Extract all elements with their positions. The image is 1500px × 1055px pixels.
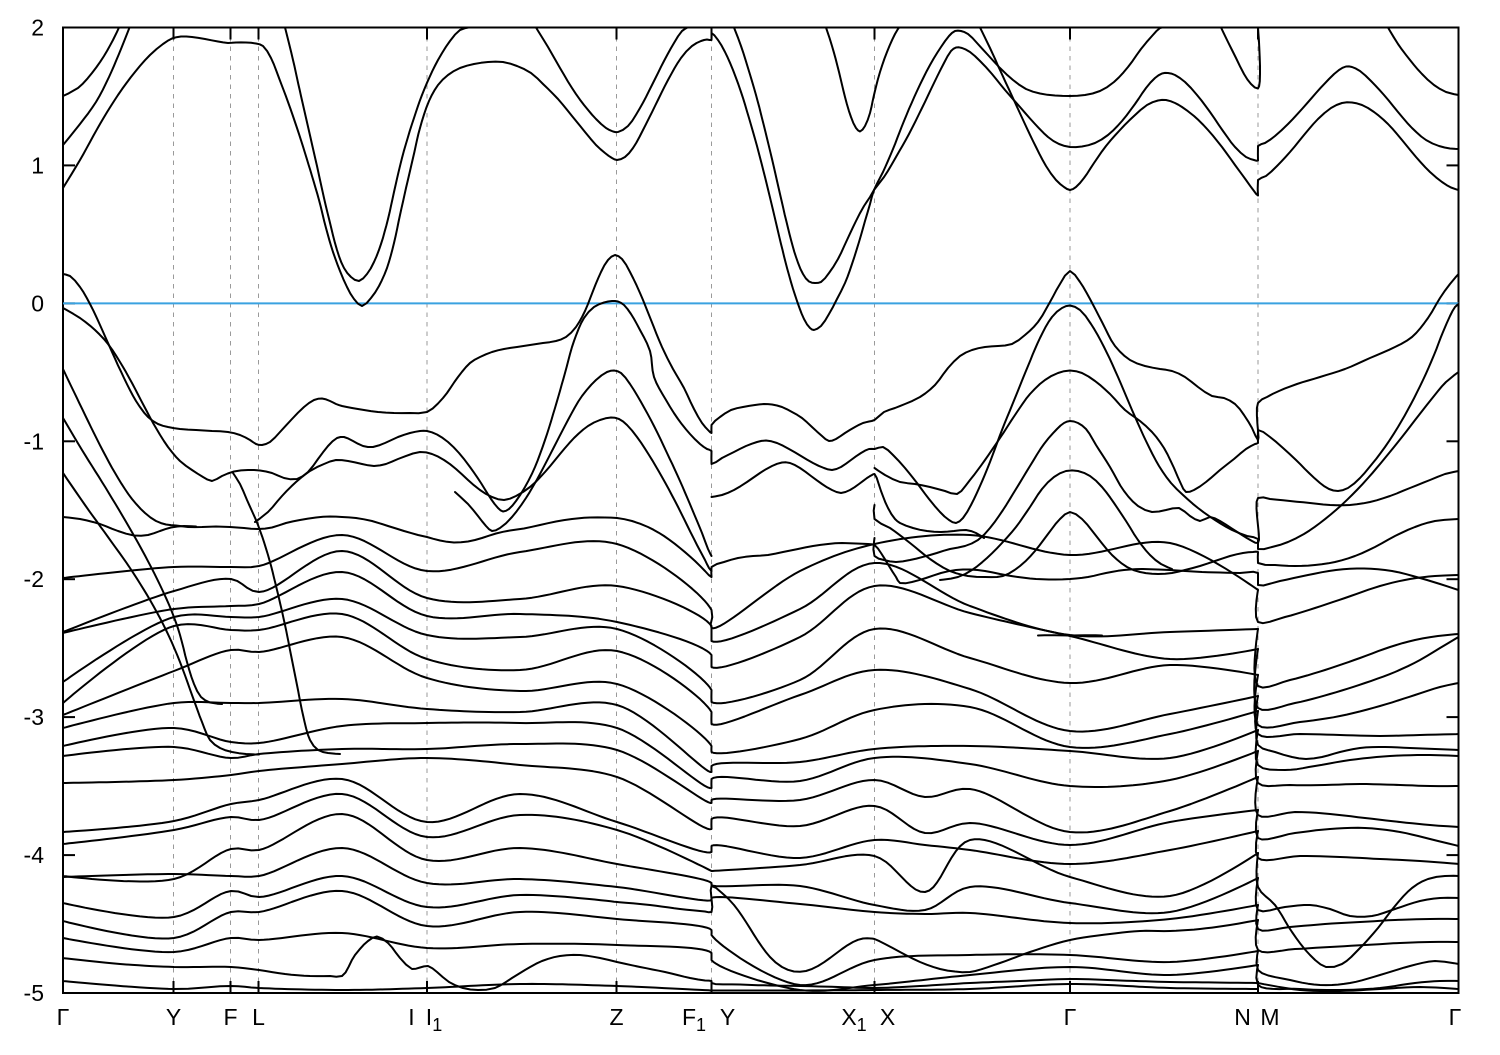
svg-text:-1: -1 — [24, 428, 44, 454]
svg-text:-4: -4 — [24, 842, 45, 868]
svg-text:X: X — [880, 1004, 895, 1030]
svg-text:Γ: Γ — [57, 1004, 70, 1030]
svg-text:Y: Y — [720, 1004, 735, 1030]
svg-text:I: I — [408, 1004, 414, 1030]
svg-text:F: F — [223, 1004, 237, 1030]
svg-text:-5: -5 — [24, 980, 44, 1006]
svg-text:0: 0 — [31, 290, 44, 316]
svg-text:Z: Z — [609, 1004, 623, 1030]
svg-text:Γ: Γ — [1449, 1004, 1462, 1030]
svg-text:1: 1 — [31, 152, 44, 178]
svg-text:-2: -2 — [24, 566, 44, 592]
svg-text:Γ: Γ — [1064, 1004, 1077, 1030]
svg-text:-3: -3 — [24, 704, 44, 730]
svg-text:N: N — [1234, 1004, 1251, 1030]
svg-text:Y: Y — [166, 1004, 181, 1030]
svg-text:2: 2 — [31, 15, 44, 41]
svg-text:M: M — [1260, 1004, 1279, 1030]
svg-text:L: L — [252, 1004, 265, 1030]
